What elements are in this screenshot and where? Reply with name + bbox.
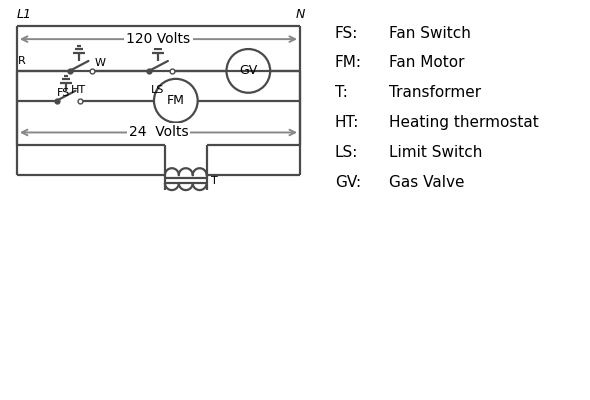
Text: 120 Volts: 120 Volts — [126, 32, 191, 46]
Text: HT:: HT: — [335, 115, 359, 130]
Text: Heating thermostat: Heating thermostat — [389, 115, 539, 130]
Text: 24  Volts: 24 Volts — [129, 126, 188, 140]
Text: L1: L1 — [17, 8, 32, 21]
Text: T: T — [211, 176, 217, 186]
Text: Transformer: Transformer — [389, 85, 481, 100]
Text: R: R — [18, 56, 26, 66]
Text: GV: GV — [239, 64, 257, 78]
Text: N: N — [295, 8, 304, 21]
Text: W: W — [94, 58, 106, 68]
Text: Fan Motor: Fan Motor — [389, 56, 465, 70]
Text: FS: FS — [57, 88, 70, 98]
Text: HT: HT — [70, 85, 86, 95]
Text: FM:: FM: — [335, 56, 362, 70]
Text: FM: FM — [167, 94, 185, 107]
Text: T:: T: — [335, 85, 348, 100]
Text: Gas Valve: Gas Valve — [389, 175, 465, 190]
Text: Fan Switch: Fan Switch — [389, 26, 471, 41]
Text: LS: LS — [151, 85, 164, 95]
Text: LS:: LS: — [335, 145, 358, 160]
Text: Limit Switch: Limit Switch — [389, 145, 483, 160]
Text: FS:: FS: — [335, 26, 358, 41]
Text: GV:: GV: — [335, 175, 361, 190]
